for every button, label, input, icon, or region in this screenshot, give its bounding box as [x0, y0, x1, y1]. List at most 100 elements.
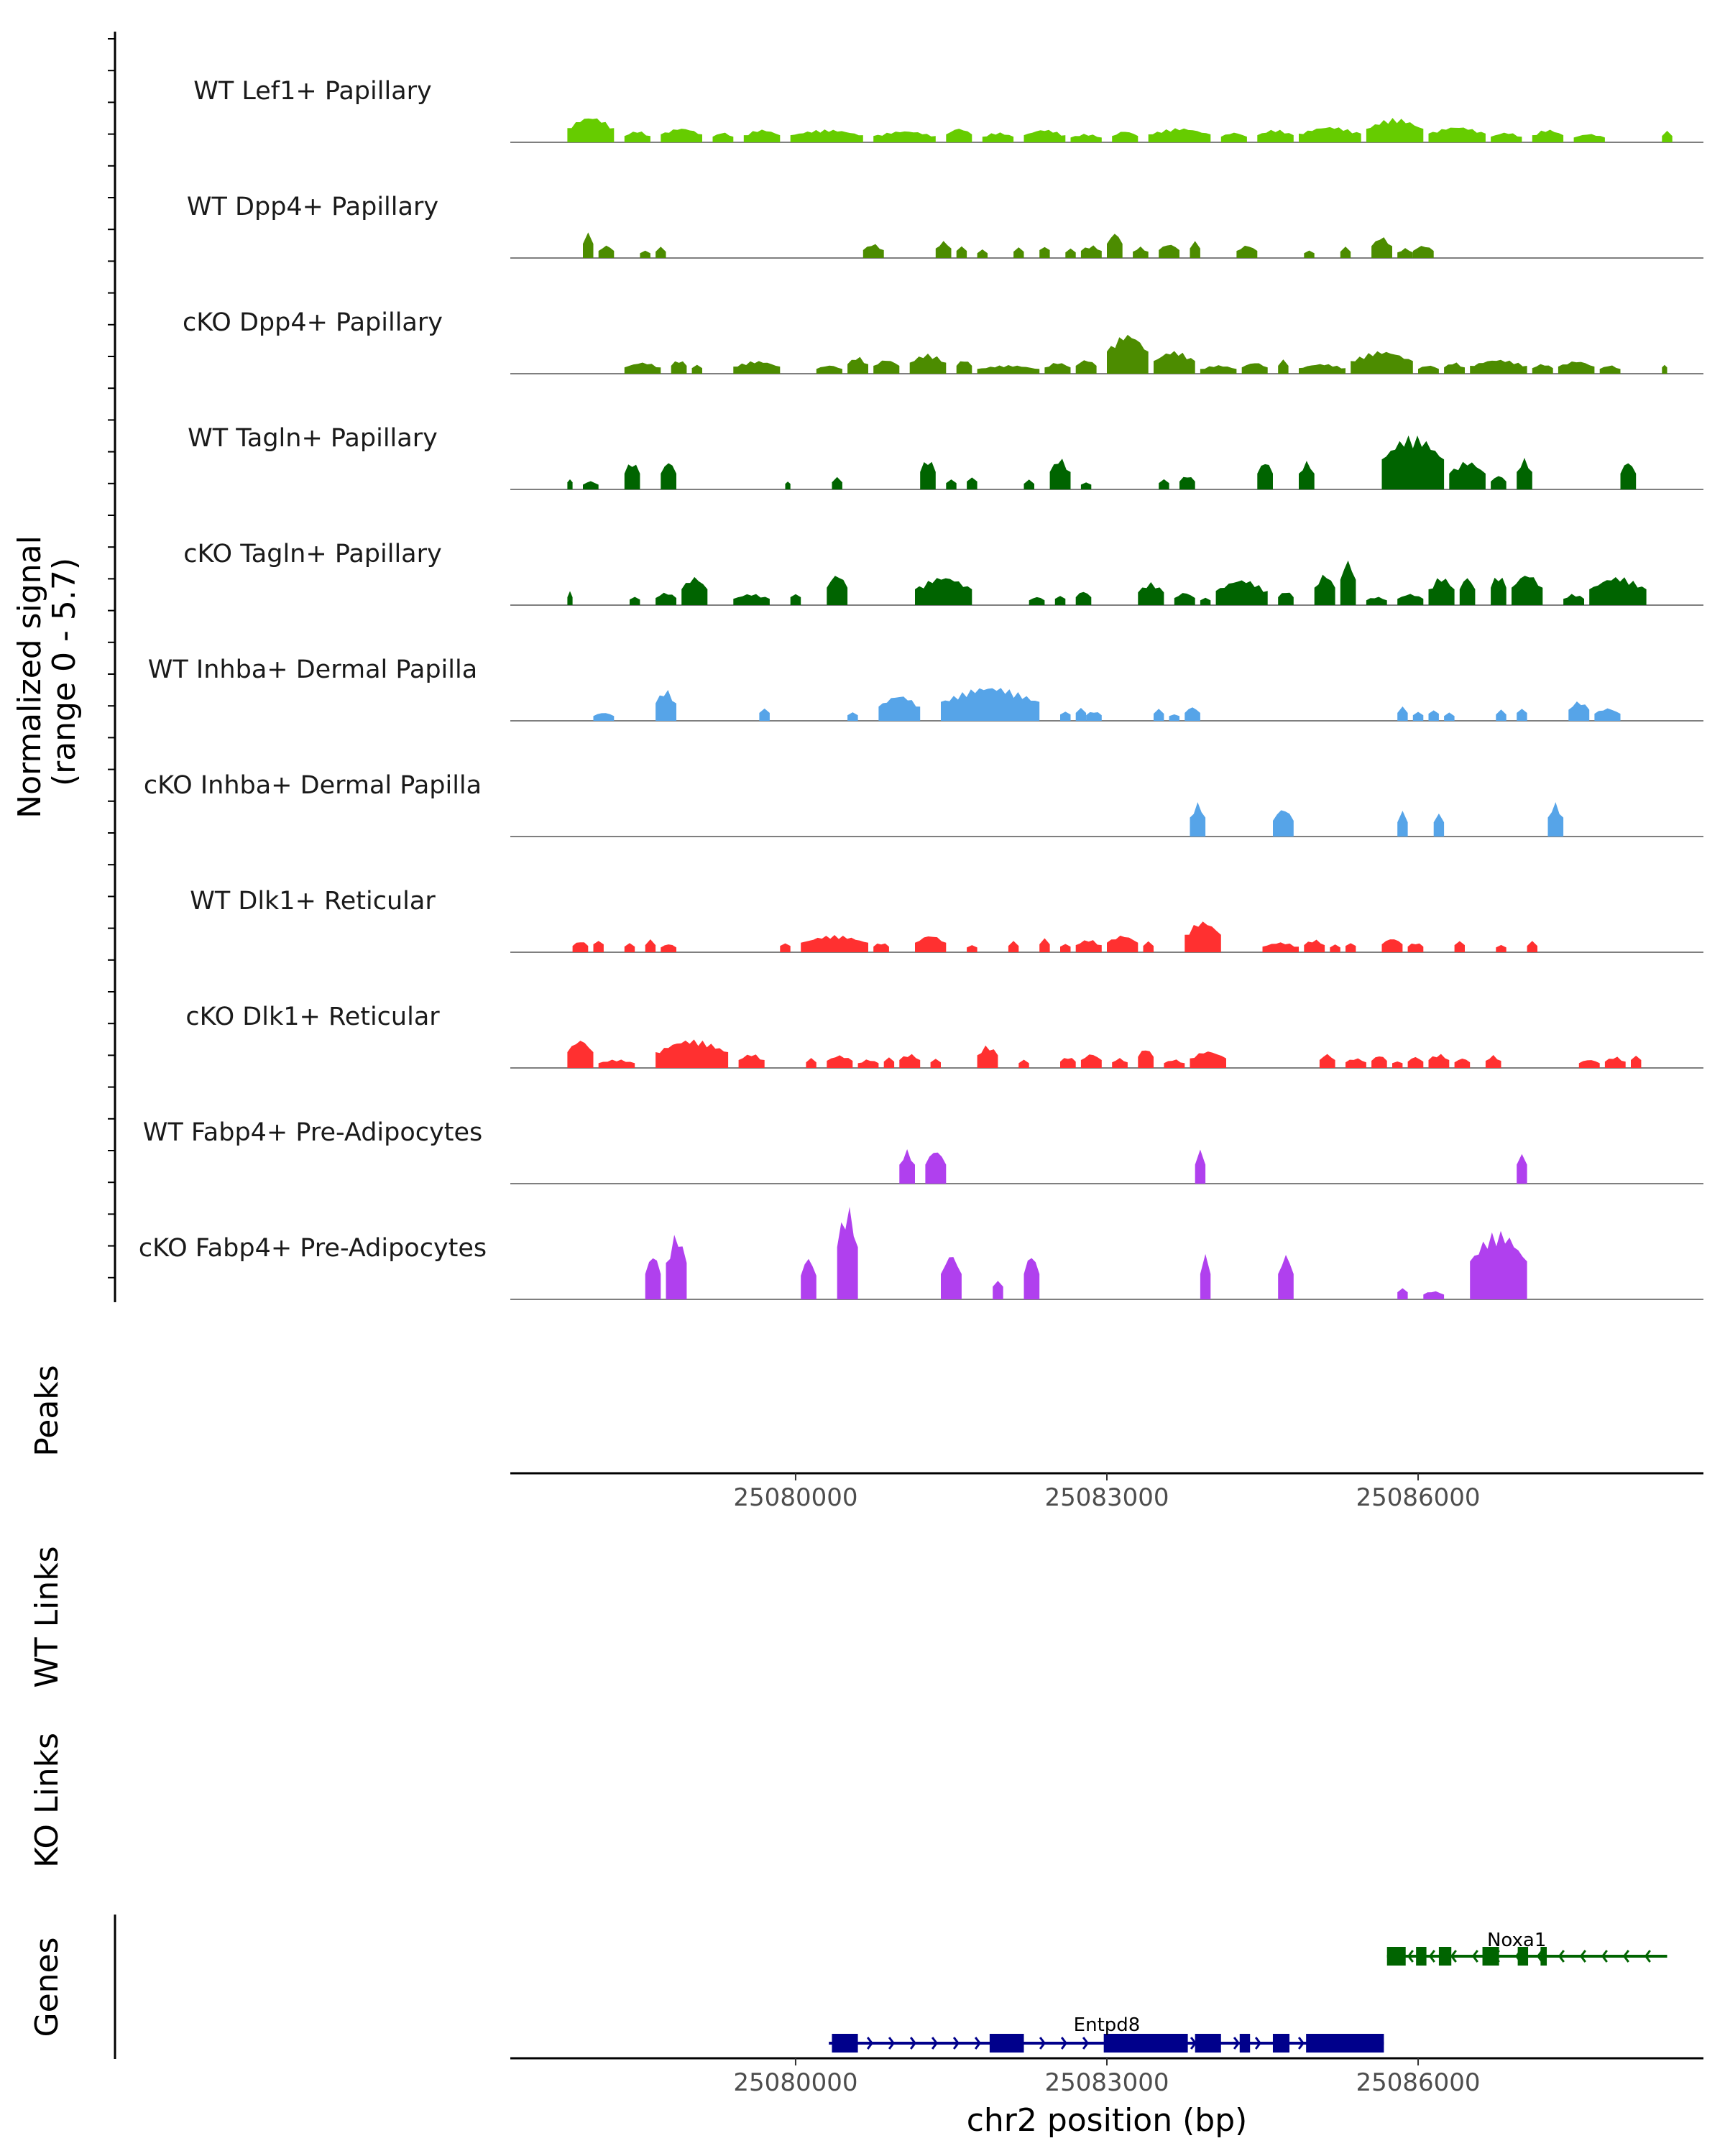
coverage-area [661, 129, 702, 142]
coverage-area [1273, 810, 1294, 837]
coverage-area [1491, 577, 1506, 605]
coverage-area [593, 713, 615, 721]
strand-arrow [1060, 2037, 1068, 2050]
strand-arrow [1644, 1950, 1651, 1963]
coverage-tracks: WT Lef1+ Papillary WT Dpp4+ Papillary cKO … [139, 77, 1703, 1300]
coverage-area [1190, 241, 1200, 258]
coverage-area [691, 364, 702, 374]
coverage-area [743, 129, 781, 142]
coverage-area [1278, 592, 1294, 605]
coverage-area [1024, 479, 1034, 489]
coverage-area [1029, 596, 1045, 605]
y-axis-label: Normalized signal (range 0 - 5.7) [12, 525, 83, 819]
coverage-area [1060, 1058, 1076, 1068]
strand-arrow [866, 2037, 874, 2050]
coverage-area [1024, 1258, 1040, 1299]
coverage-area [1454, 941, 1465, 952]
coverage-area [941, 688, 1040, 721]
genes-x-ticks: 25080000 25083000 25086000 [733, 2058, 1481, 2097]
coverage-area [1423, 1291, 1445, 1299]
coverage-area [1195, 1149, 1206, 1184]
coverage-area [915, 578, 972, 605]
coverage-area [1449, 461, 1486, 489]
coverage-area [567, 1041, 594, 1068]
coverage-area [567, 118, 615, 142]
strand-arrow [931, 2037, 939, 2050]
coverage-area [1604, 1056, 1626, 1068]
coverage-area [956, 246, 967, 258]
x-axis-label: chr2 position (bp) [967, 2102, 1248, 2139]
coverage-area [640, 250, 650, 258]
coverage-area [1470, 1230, 1527, 1299]
track-10: WT Fabp4+ Pre-Adipocytes [143, 1118, 1703, 1184]
coverage-area [1314, 574, 1335, 605]
track-label: cKO Fabp4+ Pre-Adipocytes [139, 1234, 487, 1263]
coverage-area [1159, 244, 1179, 258]
gene-exon [1306, 2034, 1384, 2053]
gene-exon [1517, 1947, 1529, 1966]
coverage-area [1578, 1060, 1600, 1068]
track-label: WT Fabp4+ Pre-Adipocytes [143, 1118, 482, 1147]
coverage-area [1024, 129, 1066, 142]
ko-links-panel-label: KO Links [29, 1733, 65, 1868]
coverage-area [785, 482, 791, 489]
strand-arrow [1254, 2037, 1262, 2050]
coverage-area [1412, 711, 1424, 721]
coverage-area [1532, 364, 1553, 374]
coverage-area [1573, 134, 1605, 142]
x-tick-label: 25080000 [733, 2068, 857, 2097]
coverage-area [1599, 365, 1621, 374]
coverage-area [832, 476, 842, 489]
y-axis-label-line2: (range 0 - 5.7) [46, 558, 83, 786]
coverage-area [1485, 1055, 1501, 1068]
coverage-area [1517, 458, 1532, 489]
track-5: cKO Tagln+ Papillary [183, 540, 1703, 606]
coverage-area [1428, 578, 1455, 605]
coverage-area [1631, 1056, 1642, 1068]
coverage-area [1008, 941, 1019, 952]
coverage-area [567, 591, 573, 605]
track-1: WT Lef1+ Papillary [193, 77, 1703, 143]
coverage-area [1428, 1054, 1450, 1068]
gene-exon [1195, 2034, 1221, 2053]
coverage-area [1075, 360, 1097, 374]
y-axis-label-line1: Normalized signal [12, 535, 48, 819]
coverage-area [1366, 596, 1387, 605]
coverage-area [1397, 811, 1408, 837]
gene-exon [1103, 2034, 1188, 2053]
strand-arrow [974, 2037, 982, 2050]
coverage-area [1154, 351, 1195, 374]
coverage-area [1662, 131, 1673, 142]
gene-exon [1272, 2034, 1290, 2053]
coverage-area [1107, 234, 1123, 258]
coverage-area [982, 132, 1014, 142]
coverage-area [712, 132, 734, 142]
coverage-area [1444, 712, 1455, 721]
track-label: WT Lef1+ Papillary [193, 77, 432, 106]
coverage-area [1018, 1059, 1029, 1068]
coverage-area [656, 247, 666, 258]
track-6: WT Inhba+ Dermal Papilla [148, 655, 1703, 722]
coverage-area [790, 594, 801, 605]
coverage-area [1428, 710, 1439, 721]
coverage-area [847, 356, 868, 374]
coverage-area [899, 1054, 921, 1068]
coverage-area [1299, 364, 1346, 374]
coverage-area [1340, 247, 1351, 258]
coverage-area [1454, 1059, 1471, 1068]
coverage-area [1075, 940, 1102, 952]
coverage-area [1547, 802, 1564, 837]
coverage-area [1107, 935, 1138, 952]
genes-panel-label: Genes [29, 1937, 65, 2037]
coverage-area [806, 1058, 816, 1068]
coverage-area [1532, 129, 1564, 142]
track-9: cKO Dlk1+ Reticular [185, 1003, 1703, 1069]
track-label: WT Inhba+ Dermal Papilla [148, 655, 477, 684]
coverage-area [1304, 250, 1315, 258]
coverage-area [967, 477, 978, 489]
coverage-area [1060, 711, 1071, 721]
gene-exon [1386, 1947, 1406, 1966]
coverage-area [801, 1258, 816, 1299]
x-tick-label: 25080000 [733, 1483, 857, 1512]
